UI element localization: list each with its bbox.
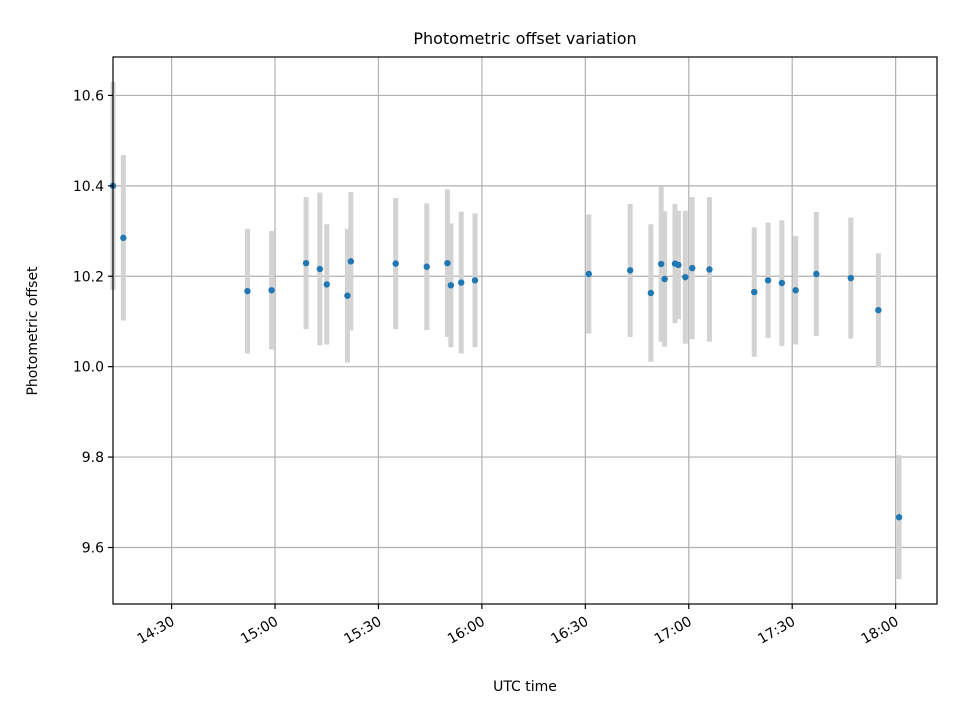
data-point xyxy=(675,261,682,269)
data-point xyxy=(689,264,696,272)
data-point xyxy=(875,306,882,314)
data-point xyxy=(244,287,251,295)
data-point xyxy=(647,289,655,297)
data-point xyxy=(302,259,310,267)
y-tick-label: 10.4 xyxy=(73,179,104,195)
chart-title: Photometric offset variation xyxy=(413,29,636,48)
data-point xyxy=(657,260,665,268)
data-point xyxy=(344,292,351,299)
x-axis-label: UTC time xyxy=(493,679,557,695)
data-points xyxy=(109,182,903,521)
y-axis-ticks: 9.6 9.8 10.0 10.2 10.4 10.6 xyxy=(73,88,113,556)
data-point xyxy=(706,266,713,273)
data-point xyxy=(813,270,820,278)
data-point xyxy=(323,281,330,288)
y-tick-label: 10.6 xyxy=(73,88,104,104)
y-axis-label: Photometric offset xyxy=(25,266,41,396)
data-point xyxy=(751,288,758,296)
data-point xyxy=(268,287,275,294)
data-point xyxy=(471,277,479,284)
data-point xyxy=(682,273,689,281)
plot-area-frame xyxy=(112,56,938,605)
data-point xyxy=(392,260,399,267)
data-point xyxy=(778,279,786,287)
y-tick-label: 10.0 xyxy=(73,360,104,376)
data-point xyxy=(626,267,634,274)
data-point xyxy=(895,514,903,521)
data-point xyxy=(458,279,465,286)
data-point xyxy=(423,263,430,270)
data-point xyxy=(764,277,772,284)
data-point xyxy=(585,270,592,278)
data-point xyxy=(661,275,668,283)
y-tick-label: 9.8 xyxy=(82,450,104,466)
gridlines xyxy=(113,57,937,604)
data-point xyxy=(347,258,355,265)
y-tick-label: 10.2 xyxy=(73,269,104,285)
data-point xyxy=(120,234,127,242)
data-point xyxy=(444,259,451,267)
data-point xyxy=(316,265,324,273)
y-tick-label: 9.6 xyxy=(82,540,104,556)
data-point xyxy=(847,274,855,282)
data-point xyxy=(447,282,455,289)
data-point xyxy=(792,287,799,294)
